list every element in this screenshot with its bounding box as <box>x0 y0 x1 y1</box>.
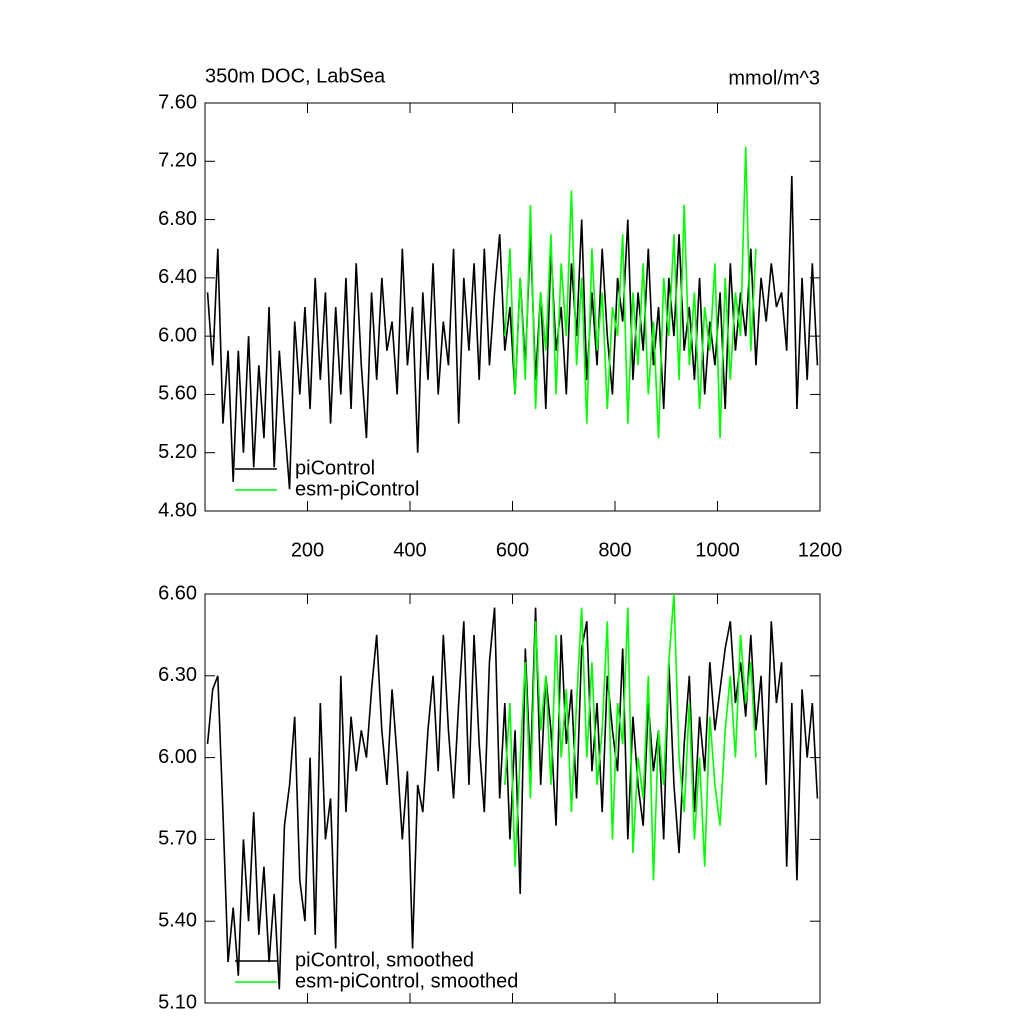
x-tick-label: 1200 <box>798 539 843 561</box>
y-tick-label: 7.60 <box>158 91 197 113</box>
y-tick-label: 6.80 <box>158 208 197 230</box>
y-tick-label: 5.20 <box>158 441 197 463</box>
y-tick-label: 6.60 <box>158 582 197 604</box>
x-tick-label: 200 <box>291 539 324 561</box>
series-line <box>504 146 757 439</box>
panel: 5.10 5.40 5.70 6.00 6.30 6.60 piControl, smoot… <box>158 582 821 1013</box>
y-tick-label: 6.00 <box>158 746 197 768</box>
y-tick-label: 6.30 <box>158 664 197 686</box>
x-tick-label: 1000 <box>695 539 740 561</box>
series-line <box>504 593 757 881</box>
x-tick-label: 800 <box>598 539 631 561</box>
legend-label: piControl <box>295 457 375 479</box>
y-tick-label: 5.70 <box>158 828 197 850</box>
panel: 350m DOC, LabSea mmol/m^3 4.80 5.20 5.60 6.00… <box>158 65 842 561</box>
y-tick-label: 5.40 <box>158 909 197 931</box>
chart-title: 350m DOC, LabSea <box>205 65 386 87</box>
y-tick-label: 6.40 <box>158 266 197 288</box>
y-tick-label: 6.00 <box>158 324 197 346</box>
legend-label: esm-piControl, smoothed <box>295 970 518 992</box>
legend-label: piControl, smoothed <box>295 949 474 971</box>
y-tick-label: 5.10 <box>158 991 197 1013</box>
legend-label: esm-piControl <box>295 478 419 500</box>
y-tick-label: 4.80 <box>158 499 197 521</box>
y-tick-label: 7.20 <box>158 150 197 172</box>
series-line <box>206 175 819 490</box>
x-tick-label: 400 <box>393 539 426 561</box>
x-tick-label: 600 <box>496 539 529 561</box>
units-label: mmol/m^3 <box>728 67 820 89</box>
y-tick-label: 5.60 <box>158 383 197 405</box>
